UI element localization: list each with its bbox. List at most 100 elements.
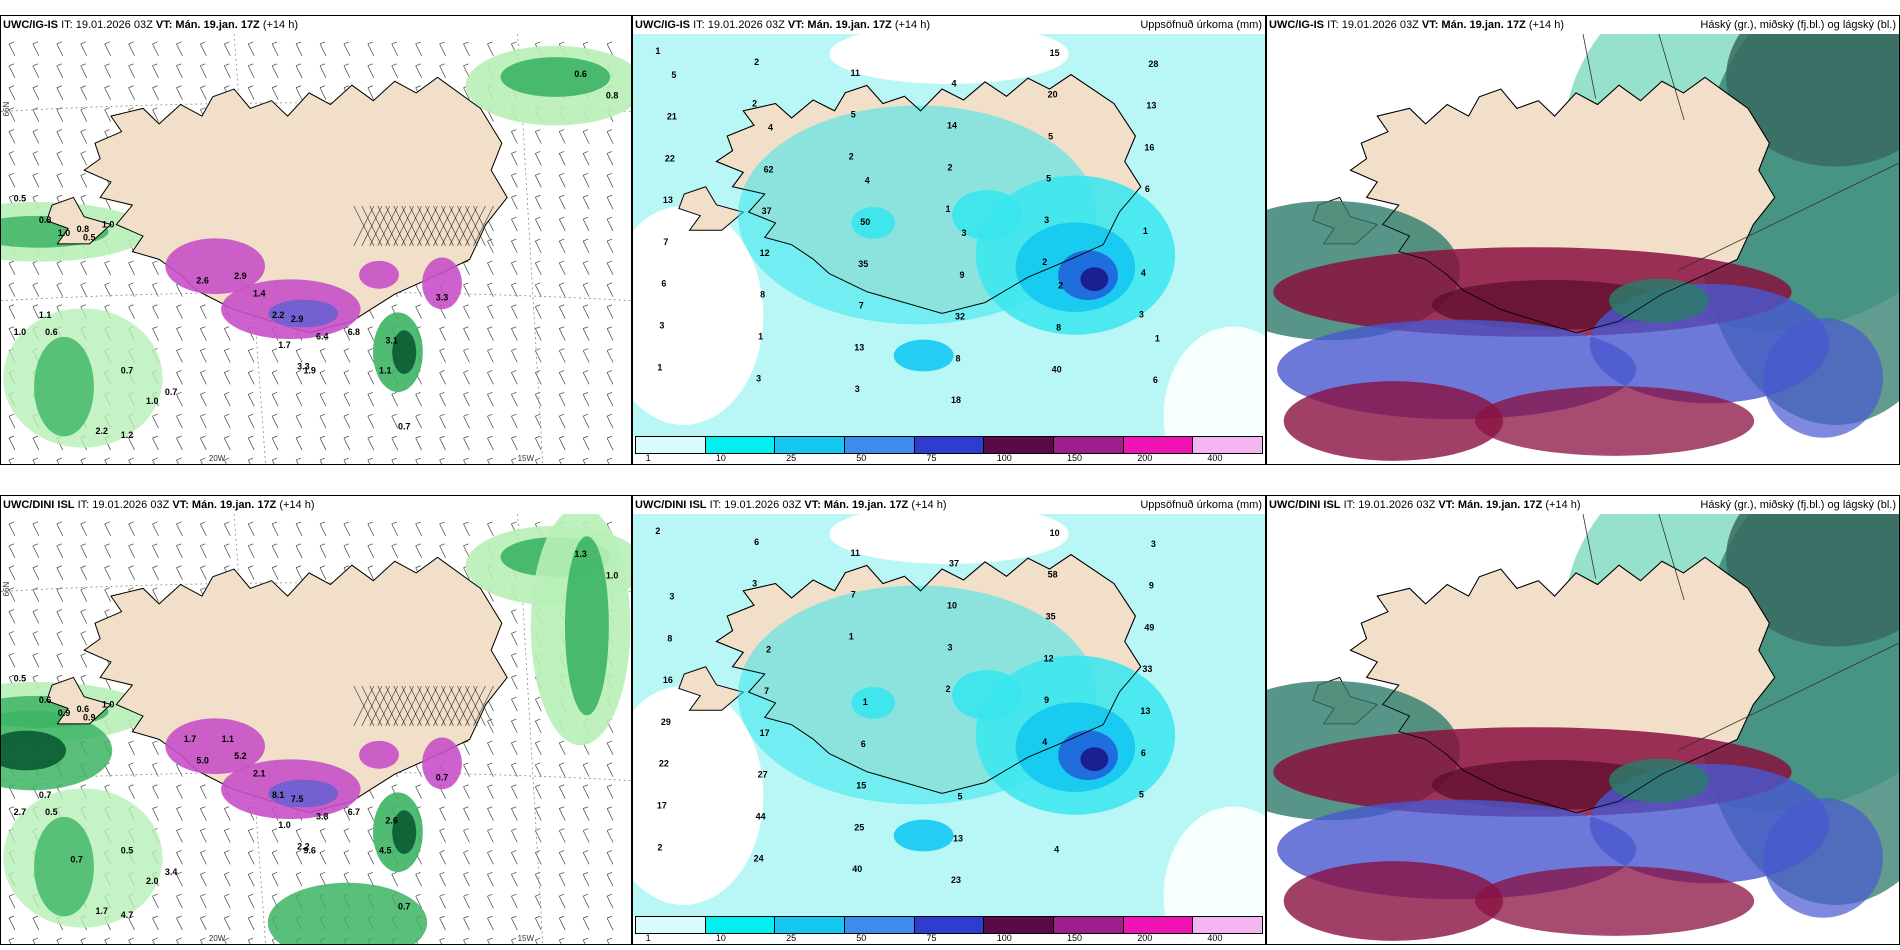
value-label: 9 [959,270,964,280]
value-label: 9 [1044,695,1049,705]
value-label: 4.7 [121,910,133,920]
wind-barb [582,173,590,188]
wind-barb [511,915,518,931]
wind-barb [200,565,207,580]
value-label: 2.9 [234,271,246,281]
wind-barb [56,543,64,558]
low-cloud [1283,861,1504,941]
value-label: 1.9 [303,366,315,376]
wind-barb [8,435,16,451]
hatch-line [401,685,422,726]
hatch-line [377,205,398,246]
wind-barb [152,457,158,464]
value-label: 28 [1148,59,1158,69]
wind-barb [534,915,542,931]
wind-barb [511,872,518,887]
wind-barb [511,696,518,712]
wind-barb [200,937,206,944]
wind-barb [439,413,446,429]
value-label: 2.6 [196,275,208,285]
wind-barb [223,63,231,78]
wind-barb [200,893,207,909]
hatch-area [353,685,494,726]
value-label: 11 [851,68,860,78]
value-label: 1.0 [606,571,618,581]
hatch-line [353,685,375,726]
wind-barb [8,457,15,464]
boundary-lines [1582,514,1899,751]
wind-barb [223,543,231,558]
hatch-line [441,685,462,726]
precip-map-svg: 2312452673961724111012132244403735332927… [633,514,1265,916]
wind-barb [128,740,135,756]
wind-barb [8,282,16,297]
wind-barb [558,413,566,429]
wind-barb [391,457,397,464]
wind-barb [223,370,231,385]
model-name: UWC/DINI ISL [3,499,75,511]
wind-barb [80,85,88,100]
wind-barb [487,718,494,734]
wind-barb [511,392,518,407]
precip-area [893,339,954,372]
wind-barb [8,609,16,624]
wind-barb [487,326,494,341]
wind-barb [558,216,566,232]
wind-barb [80,631,88,646]
panel-title: UWC/IG-IS IT: 19.01.2026 03Z VT: Mán. 19… [3,19,298,32]
panel-title: UWC/DINI ISL IT: 19.01.2026 03Z VT: Mán.… [635,499,947,512]
wind-barb [367,413,375,429]
value-label: 1 [1155,333,1160,343]
wind-barb [8,107,16,122]
model-name: UWC/DINI ISL [1269,499,1341,511]
value-label: 3.3 [436,293,448,303]
wind-barb [152,304,159,319]
wind-barb [582,129,590,144]
wind-barb [176,413,183,429]
value-label: 32 [955,312,965,322]
wind-barb [582,282,590,297]
wind-barb [56,260,64,276]
wind-barb [247,348,255,363]
value-label: 8 [1056,323,1061,333]
wind-barb [439,850,446,865]
wind-barb [463,413,470,429]
wind-barb [200,392,207,407]
wind-barb [176,850,183,865]
hatch-line [385,685,406,726]
value-label: 0.6 [574,69,586,79]
value-label: 40 [1052,364,1062,374]
wind-barb [56,521,64,537]
value-label: 20 [1048,90,1058,100]
value-label: 9 [1149,581,1154,591]
snow-area [268,779,339,808]
value-label: 16 [663,675,673,685]
wind-barb [606,348,614,363]
wind-barb [606,893,614,909]
hatch-line [465,685,486,726]
wind-barb [8,151,16,166]
value-label: 5.2 [234,751,246,761]
value-label: 13 [953,833,963,843]
value-label: 2.6 [385,816,397,826]
wind-barb [295,850,303,865]
value-label: 0.6 [39,695,51,705]
wind-barb [534,828,542,843]
wind-barb [606,129,614,144]
wind-barb [247,521,255,537]
hatch-line [473,205,494,246]
wind-barb [176,806,183,821]
valid-time: VT: Mán. 19.jan. 17Z [155,19,260,31]
wind-barb [582,915,590,931]
value-label: 23 [951,875,961,885]
wind-barb [152,326,159,341]
value-label: 37 [762,206,772,216]
wind-barb [582,762,590,777]
wind-barb [606,457,613,464]
wind-barb [534,784,542,799]
wind-barb [439,828,446,843]
wind-barb [558,173,566,188]
init-time: IT: 19.01.2026 03Z [61,19,153,31]
wind-barb [200,41,207,57]
wind-barb [487,937,493,944]
